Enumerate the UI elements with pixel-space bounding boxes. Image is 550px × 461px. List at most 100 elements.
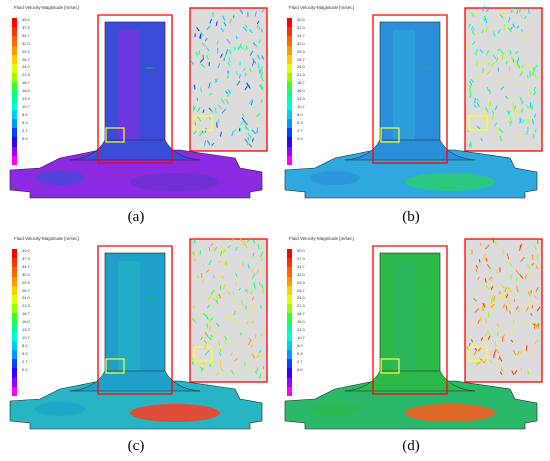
legend-swatch [12, 155, 17, 165]
velocity-arrow [243, 119, 248, 125]
velocity-arrow [223, 21, 227, 27]
velocity-arrow [478, 259, 481, 263]
velocity-arrow [489, 359, 493, 364]
velocity-arrow [227, 61, 230, 66]
velocity-arrow [504, 291, 509, 298]
velocity-arrow [492, 237, 494, 243]
velocity-arrow [252, 239, 256, 244]
legend-tick: 29.3 [297, 48, 305, 54]
velocity-arrow [251, 320, 255, 324]
velocity-arrow [487, 311, 490, 318]
transition-flare [69, 139, 201, 161]
velocity-arrow [225, 90, 229, 95]
legend-swatch [12, 54, 17, 64]
velocity-arrow [207, 295, 211, 301]
velocity-arrow [210, 334, 214, 338]
velocity-arrow [496, 269, 498, 274]
velocity-arrow [189, 59, 194, 65]
velocity-arrow [215, 330, 219, 335]
velocity-arrow [195, 51, 198, 57]
legend-swatch [287, 304, 292, 314]
velocity-arrow [524, 15, 527, 20]
legend-swatch [12, 146, 17, 156]
velocity-arrow [526, 33, 529, 39]
velocity-arrow [193, 129, 198, 135]
velocity-arrow [219, 352, 222, 357]
velocity-arrow [192, 305, 195, 309]
legend-tick: 8.0 [297, 111, 303, 117]
velocity-arrow [512, 328, 516, 333]
velocity-arrow [476, 125, 481, 130]
transition-flare [69, 370, 201, 392]
velocity-arrow [499, 14, 504, 19]
velocity-arrow [261, 28, 263, 33]
legend-swatch [12, 359, 17, 369]
velocity-arrow [220, 131, 222, 137]
legend-swatch [287, 331, 292, 341]
velocity-arrow [535, 287, 539, 292]
legend-swatch [12, 27, 17, 37]
velocity-arrow [243, 240, 245, 246]
velocity-arrow [234, 272, 238, 277]
legend-swatch [12, 73, 17, 83]
legend-swatch [287, 340, 292, 351]
velocity-arrow [486, 69, 492, 75]
legend-swatch [287, 267, 292, 277]
velocity-arrow [251, 129, 257, 135]
velocity-arrow [199, 58, 204, 63]
velocity-arrow [474, 52, 478, 56]
velocity-arrow [484, 333, 487, 337]
velocity-arrow [533, 294, 538, 300]
velocity-arrow [217, 341, 221, 346]
velocity-arrow [512, 23, 515, 28]
velocity-arrow [507, 58, 511, 63]
velocity-arrow [488, 276, 493, 281]
region-marker [105, 358, 125, 374]
velocity-arrow [215, 122, 218, 128]
legend-tick: 21.3 [297, 72, 305, 78]
velocity-arrow [509, 262, 513, 267]
inset-region-marker [193, 115, 213, 131]
velocity-arrow [216, 40, 219, 45]
velocity-arrow [512, 349, 517, 356]
velocity-arrow [206, 304, 211, 309]
velocity-arrow [490, 351, 493, 356]
velocity-arrow [495, 364, 497, 370]
velocity-arrow [482, 302, 486, 308]
velocity-arrow [203, 140, 207, 146]
legend-tick: 26.7 [22, 287, 30, 293]
legend-tick: 21.3 [297, 303, 305, 309]
velocity-arrow [470, 12, 475, 17]
velocity-arrow [525, 306, 529, 312]
velocity-arrow [236, 320, 240, 324]
velocity-arrow [519, 71, 524, 77]
velocity-arrow [465, 82, 471, 88]
velocity-arrow [473, 104, 478, 109]
velocity-arrow [534, 339, 539, 345]
velocity-arrow [505, 95, 509, 99]
velocity-arrow [480, 138, 483, 142]
velocity-arrow [197, 274, 200, 279]
velocity-arrow [526, 302, 529, 308]
legend-swatch [287, 322, 292, 332]
velocity-arrow [230, 371, 233, 378]
legend-tick: 34.7 [297, 263, 305, 269]
legend-tick: 5.3 [297, 119, 303, 125]
velocity-arrow [204, 364, 207, 371]
velocity-arrow [208, 82, 211, 89]
legend-tick: 24.0 [297, 64, 305, 70]
velocity-arrow [258, 69, 261, 75]
velocity-arrow [516, 10, 519, 15]
velocity-arrow [508, 310, 512, 315]
velocity-arrow [510, 26, 513, 31]
velocity-arrow [470, 339, 473, 343]
velocity-arrow [249, 29, 253, 34]
velocity-arrow [206, 323, 208, 329]
region-marker [380, 127, 400, 143]
velocity-arrow [261, 55, 265, 60]
velocity-arrow [505, 60, 508, 65]
legend-tick: 13.3 [297, 96, 305, 101]
legend-swatch [287, 27, 292, 37]
velocity-arrow [475, 12, 478, 18]
velocity-arrow [217, 104, 223, 110]
